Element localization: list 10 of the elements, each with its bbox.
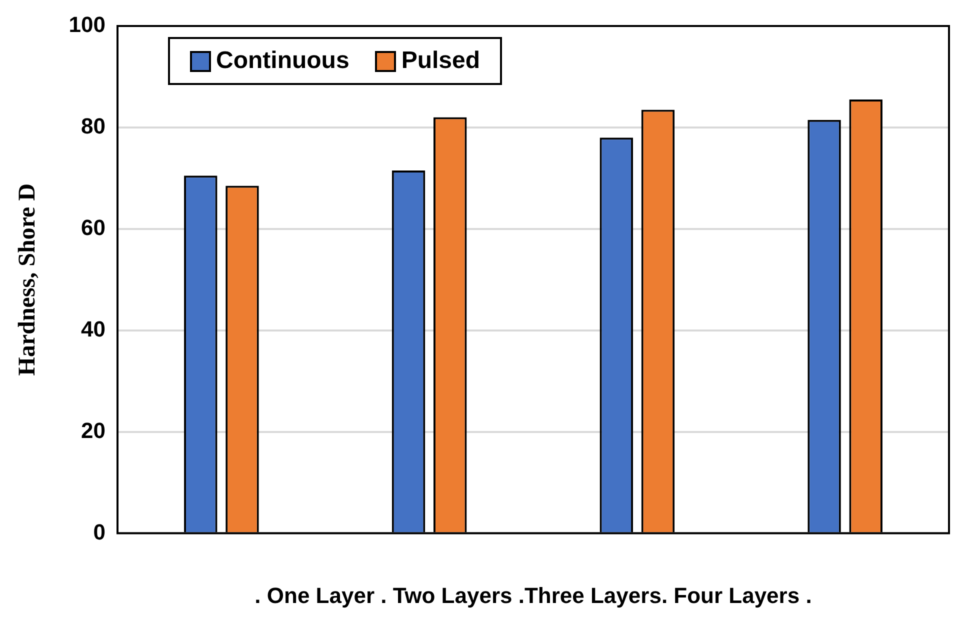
y-tick-label: 40 [81, 316, 106, 342]
x-axis-title: . One Layer . Two Layers .Three Layers. Four Layers . [254, 582, 812, 608]
y-tick-label: 20 [81, 418, 106, 443]
legend-label: Continuous [216, 47, 350, 75]
y-tick-label: 60 [81, 214, 106, 240]
y-axis-title: Hardness, Shore D [14, 183, 41, 376]
y-tick-label: 80 [81, 114, 106, 139]
y-tick-label: 100 [68, 12, 106, 38]
y-tick-label: 0 [93, 519, 106, 544]
legend-label: Pulsed [401, 47, 480, 75]
